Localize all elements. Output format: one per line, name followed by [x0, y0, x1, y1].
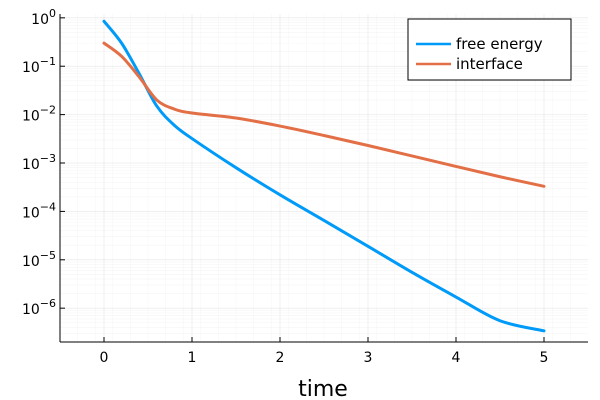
x-tick-label: 4 — [452, 350, 461, 366]
x-axis: 0 1 2 3 4 5 — [100, 337, 549, 366]
legend: free energy interface — [407, 18, 572, 81]
y-tick-label: 10−1 — [22, 55, 56, 76]
x-tick-label: 3 — [364, 350, 373, 366]
y-tick-label: 10−6 — [22, 297, 56, 318]
y-tick-label: 10−3 — [22, 152, 56, 173]
x-tick-label: 0 — [100, 350, 109, 366]
y-tick-label: 10−5 — [22, 249, 56, 270]
series-line-interface — [102, 41, 546, 188]
y-tick-label: 10−2 — [22, 104, 56, 125]
series-group — [102, 19, 546, 333]
legend-box — [407, 18, 572, 81]
y-tick-label: 100 — [31, 7, 56, 28]
x-tick-label: 5 — [540, 350, 549, 366]
y-tick-label: 10−4 — [22, 200, 56, 221]
legend-label-free-energy: free energy — [456, 35, 543, 53]
y-axis: 10−6 10−5 10−4 10−3 10−2 10−1 100 — [22, 7, 65, 318]
x-axis-title: time — [298, 377, 348, 400]
plot-frame — [59, 14, 588, 343]
legend-label-interface: interface — [456, 55, 523, 73]
x-tick-label: 1 — [188, 350, 197, 366]
x-tick-label: 2 — [276, 350, 285, 366]
